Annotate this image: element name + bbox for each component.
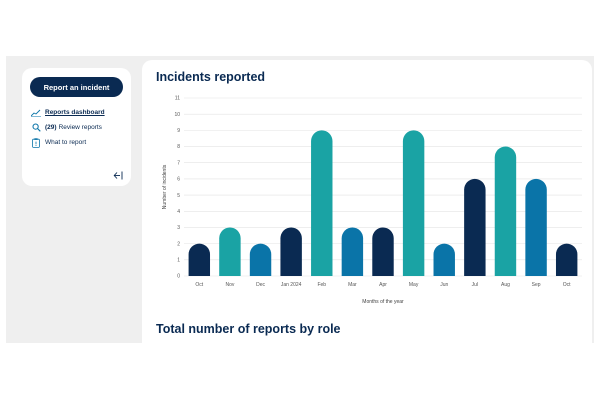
x-tick-label: Apr bbox=[379, 282, 387, 288]
report-incident-button[interactable]: Report an incident bbox=[30, 77, 123, 97]
y-tick-label: 1 bbox=[177, 258, 180, 264]
bar-jan-2024 bbox=[280, 227, 302, 276]
y-tick-label: 9 bbox=[177, 128, 180, 134]
x-tick-label: Dec bbox=[256, 282, 265, 288]
y-tick-label: 10 bbox=[174, 112, 180, 118]
bar-may bbox=[402, 130, 425, 276]
bar-feb bbox=[311, 130, 333, 276]
x-tick-label: Nov bbox=[225, 282, 234, 288]
page-title: Incidents reported bbox=[156, 70, 266, 84]
y-tick-label: 2 bbox=[177, 241, 180, 247]
x-tick-label: Jul bbox=[472, 282, 478, 288]
x-tick-label: Mar bbox=[348, 282, 357, 288]
y-tick-label: 8 bbox=[177, 144, 180, 150]
bar-oct bbox=[188, 243, 211, 276]
section-title-reports-by-role: Total number of reports by role bbox=[156, 322, 341, 336]
x-axis-label: Months of the year bbox=[362, 299, 404, 305]
bar-mar bbox=[341, 227, 364, 276]
collapse-sidebar-icon[interactable] bbox=[113, 167, 123, 180]
clipboard-icon bbox=[31, 137, 41, 148]
bar-jul bbox=[464, 178, 486, 276]
x-tick-label: Sep bbox=[532, 282, 541, 288]
sidebar-item-label: Review reports bbox=[58, 124, 102, 131]
sidebar-item-label: Reports dashboard bbox=[45, 109, 105, 116]
app-window: Report an incident Reports dashboard (29… bbox=[6, 56, 594, 343]
main-panel: Incidents reported 0 1 2 3 4 5 6 7 8 9 10 11 Oct Nov D… bbox=[142, 60, 592, 343]
bar-oct bbox=[555, 243, 578, 276]
bar-dec bbox=[249, 243, 272, 276]
bar-nov bbox=[219, 227, 241, 276]
y-tick-label: 6 bbox=[177, 177, 180, 183]
sidebar-item-what-to-report[interactable]: What to report bbox=[31, 137, 87, 148]
x-tick-label: May bbox=[409, 282, 419, 288]
x-tick-label: Aug bbox=[501, 282, 510, 288]
y-tick-label: 4 bbox=[177, 209, 180, 215]
y-tick-label: 11 bbox=[175, 96, 180, 102]
y-axis-label: Number of incidents bbox=[162, 164, 168, 209]
x-tick-label: Oct bbox=[195, 282, 203, 288]
x-tick-label: Jan 2024 bbox=[281, 282, 302, 288]
sidebar-item-reports-dashboard[interactable]: Reports dashboard bbox=[31, 108, 105, 117]
sidebar-item-label: What to report bbox=[45, 139, 87, 146]
bar-aug bbox=[494, 146, 517, 276]
sidebar: Report an incident Reports dashboard (29… bbox=[22, 68, 131, 186]
y-tick-label: 3 bbox=[177, 225, 180, 231]
y-tick-label: 7 bbox=[177, 160, 180, 166]
y-tick-label: 5 bbox=[177, 193, 180, 199]
review-count: (29) bbox=[45, 124, 57, 131]
x-tick-label: Oct bbox=[563, 282, 571, 288]
search-icon bbox=[31, 123, 41, 132]
sidebar-item-review-reports[interactable]: (29) Review reports bbox=[31, 123, 102, 132]
x-tick-label: Jun bbox=[440, 282, 448, 288]
incidents-bar-chart: 0 1 2 3 4 5 6 7 8 9 10 11 Oct Nov Dec Jan 2024 Feb Mar Apr… bbox=[162, 96, 582, 305]
bar-apr bbox=[372, 227, 394, 276]
x-tick-label: Feb bbox=[317, 282, 326, 288]
chart-line-icon bbox=[31, 108, 41, 117]
y-tick-label: 0 bbox=[177, 274, 180, 280]
bar-sep bbox=[525, 178, 547, 276]
bar-jun bbox=[433, 243, 455, 276]
